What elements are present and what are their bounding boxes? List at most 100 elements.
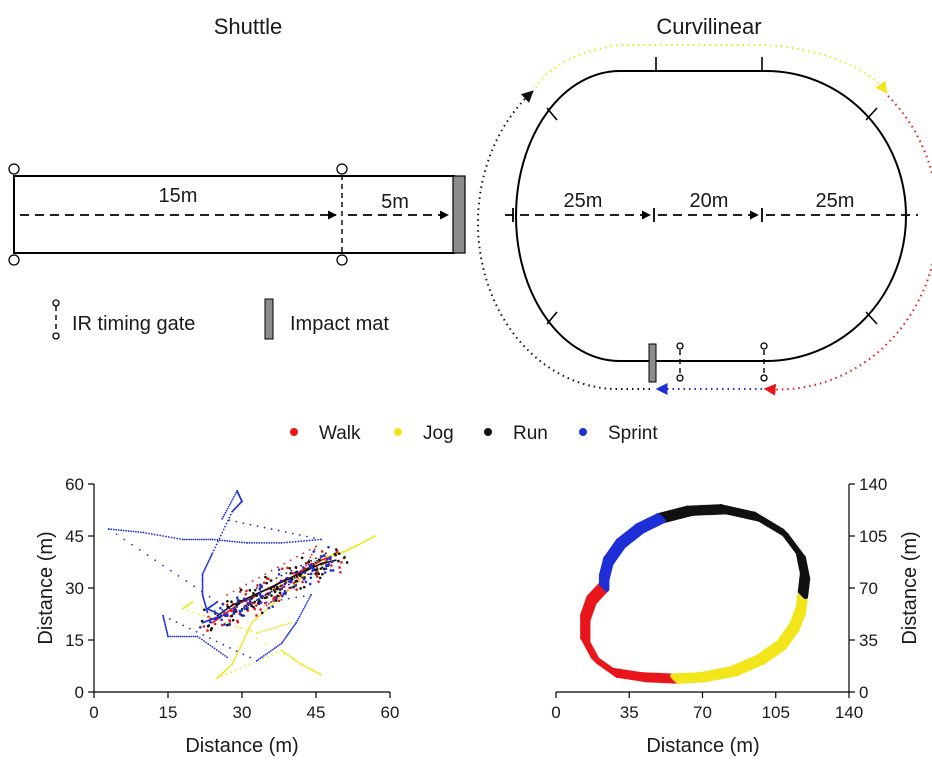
data-point [163, 619, 166, 622]
data-point [305, 562, 308, 565]
data-point [268, 628, 271, 631]
data-point [320, 538, 322, 541]
data-point [201, 583, 204, 586]
data-point [310, 668, 313, 671]
data-point [281, 641, 284, 643]
data-point [200, 619, 204, 623]
legend-walk-label: Walk [319, 423, 361, 444]
diagram-key: IR timing gate Impact mat [52, 298, 389, 340]
data-point [278, 542, 280, 544]
data-point [238, 648, 241, 651]
data-point [300, 556, 304, 560]
data-point [305, 666, 308, 669]
data-point [253, 542, 256, 544]
data-point [300, 564, 303, 567]
data-point [290, 569, 293, 572]
data-point [207, 561, 210, 564]
data-point [264, 573, 267, 576]
data-point [159, 534, 162, 537]
legend-jog-label: Jog [423, 423, 454, 444]
data-point [281, 584, 284, 587]
data-point [308, 582, 312, 586]
data-point [358, 543, 361, 546]
data-point [164, 626, 167, 629]
shuttle-label-5m: 5m [381, 191, 409, 213]
data-point [262, 581, 266, 584]
data-point [199, 626, 202, 629]
data-point [310, 559, 312, 562]
data-point [231, 661, 234, 664]
data-point [360, 541, 363, 544]
data-point [294, 623, 297, 626]
data-point [284, 636, 287, 639]
data-point [265, 609, 267, 612]
data-point [271, 605, 275, 608]
data-point [171, 635, 174, 638]
data-point [221, 602, 225, 606]
data-point [239, 645, 242, 648]
data-point [337, 552, 341, 555]
data-point [226, 594, 229, 596]
legend-item-sprint: Sprint [579, 423, 658, 444]
impact-mat [452, 175, 466, 254]
data-point [272, 589, 275, 592]
data-point [235, 520, 238, 523]
data-point [305, 601, 308, 604]
data-point [179, 538, 181, 540]
data-point [244, 599, 247, 603]
key-mat-label: Impact mat [290, 313, 389, 335]
data-point [240, 609, 244, 612]
data-point [120, 529, 123, 532]
data-point [301, 575, 304, 578]
shuttle-diagram: Shuttle 15m 5m [8, 14, 466, 266]
data-point [201, 573, 204, 576]
data-point [267, 606, 271, 610]
data-point [294, 566, 298, 569]
data-point [231, 540, 234, 543]
y-tick-label: 60 [65, 475, 84, 494]
data-point [188, 627, 191, 630]
data-point [201, 577, 204, 580]
data-point [289, 571, 293, 575]
data-point [162, 564, 164, 567]
data-point [324, 567, 328, 571]
data-point [260, 542, 263, 544]
data-point [251, 580, 254, 582]
data-point [162, 616, 165, 619]
data-point [255, 587, 258, 589]
data-point [283, 541, 286, 544]
data-point [200, 606, 203, 608]
data-point [312, 567, 315, 570]
timing-gate-icon [52, 299, 60, 340]
data-point [230, 499, 233, 502]
data-point [305, 564, 308, 567]
speed-legend: Walk Jog Run Sprint [290, 423, 658, 444]
data-point [241, 541, 243, 544]
data-point [300, 663, 303, 666]
data-point [257, 658, 260, 661]
data-point [244, 592, 248, 596]
data-point [205, 538, 207, 541]
data-point [286, 633, 289, 636]
data-point [232, 590, 235, 593]
data-point [307, 560, 311, 563]
data-point [269, 579, 273, 582]
data-point [253, 661, 255, 664]
data-point [300, 570, 303, 574]
data-point [112, 528, 115, 531]
timing-gate-15m [336, 163, 348, 266]
data-point [244, 635, 247, 637]
data-point [270, 594, 273, 597]
data-point [305, 539, 308, 542]
data-point [300, 540, 303, 543]
data-point [312, 550, 316, 553]
data-point [298, 615, 301, 618]
data-point [132, 530, 135, 533]
data-point [374, 535, 377, 537]
data-point [215, 543, 218, 546]
data-point [188, 538, 191, 541]
data-point [292, 658, 295, 660]
data-point [290, 656, 293, 659]
data-point [245, 583, 248, 586]
data-point [162, 617, 165, 620]
